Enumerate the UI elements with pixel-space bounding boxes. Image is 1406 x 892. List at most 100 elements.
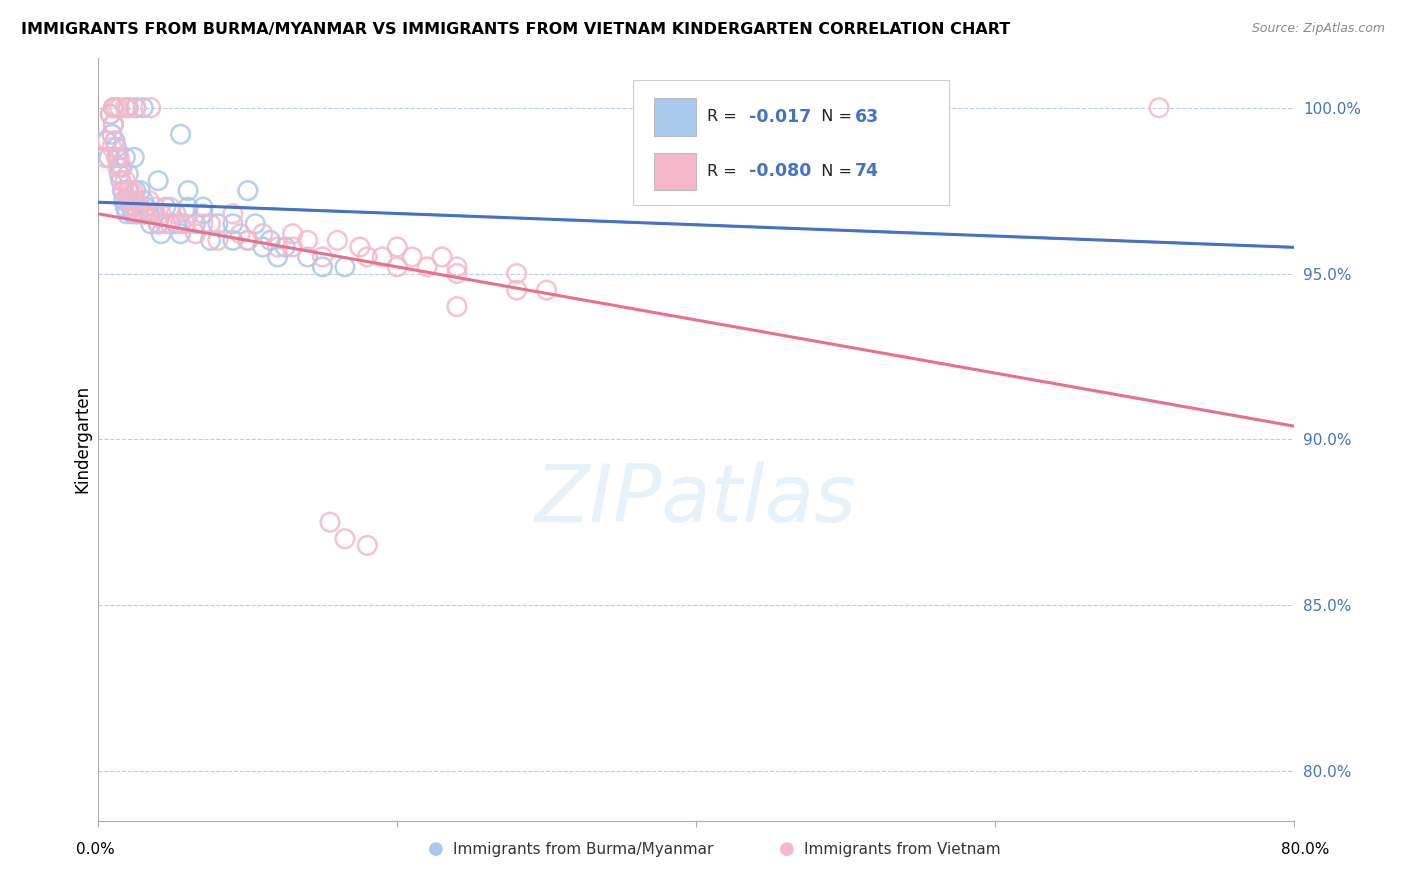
Point: [101, 127, 124, 141]
Point: [138, 194, 160, 208]
Point: [326, 233, 349, 247]
Point: [159, 217, 181, 231]
Point: [155, 200, 177, 214]
Point: [200, 217, 222, 231]
Text: N =: N =: [811, 110, 858, 124]
Point: [108, 151, 131, 165]
Point: [98, 107, 122, 121]
Point: [401, 250, 423, 264]
Point: [148, 217, 170, 231]
Text: R =: R =: [707, 164, 742, 178]
Point: [446, 300, 468, 314]
Text: Immigrants from Burma/Myanmar: Immigrants from Burma/Myanmar: [453, 842, 713, 856]
Y-axis label: Kindergarten: Kindergarten: [73, 385, 91, 493]
Point: [115, 194, 138, 208]
Point: [117, 101, 139, 115]
Point: [236, 233, 259, 247]
Point: [115, 207, 138, 221]
Point: [111, 184, 134, 198]
Point: [110, 174, 132, 188]
Text: -0.080: -0.080: [749, 162, 811, 180]
Point: [132, 207, 155, 221]
Point: [184, 217, 207, 231]
Point: [536, 283, 558, 297]
Point: [110, 161, 132, 175]
Point: [94, 134, 117, 148]
Point: [148, 174, 170, 188]
Point: [311, 260, 333, 274]
Point: [229, 227, 252, 241]
Point: [103, 117, 125, 131]
Point: [207, 233, 229, 247]
Point: [245, 217, 267, 231]
Point: [371, 250, 394, 264]
Point: [103, 101, 125, 115]
Point: [125, 101, 148, 115]
Point: [101, 140, 124, 154]
Text: IMMIGRANTS FROM BURMA/MYANMAR VS IMMIGRANTS FROM VIETNAM KINDERGARTEN CORRELATIO: IMMIGRANTS FROM BURMA/MYANMAR VS IMMIGRA…: [21, 22, 1011, 37]
Point: [207, 217, 229, 231]
Point: [125, 101, 148, 115]
Point: [114, 101, 136, 115]
Text: 80.0%: 80.0%: [1281, 842, 1329, 856]
Point: [96, 134, 118, 148]
Point: [112, 184, 135, 198]
Point: [112, 194, 135, 208]
Point: [281, 240, 304, 254]
Point: [132, 194, 155, 208]
Point: [110, 174, 132, 188]
Point: [356, 538, 378, 552]
Point: [430, 250, 453, 264]
Point: [104, 134, 127, 148]
Point: [117, 101, 139, 115]
Text: -0.017: -0.017: [749, 108, 811, 126]
Point: [117, 167, 139, 181]
Point: [124, 151, 146, 165]
Point: [111, 161, 134, 175]
Point: [124, 200, 146, 214]
Point: [120, 200, 142, 214]
Point: [169, 127, 191, 141]
Point: [148, 217, 170, 231]
Text: 0.0%: 0.0%: [76, 842, 115, 856]
Text: ZIPatlas: ZIPatlas: [534, 461, 858, 540]
Point: [143, 200, 166, 214]
Point: [259, 233, 281, 247]
Point: [104, 134, 127, 148]
Point: [165, 207, 187, 221]
Text: ●: ●: [779, 840, 796, 858]
Text: ●: ●: [427, 840, 444, 858]
Point: [114, 174, 136, 188]
Point: [177, 184, 200, 198]
Point: [236, 233, 259, 247]
Point: [118, 194, 141, 208]
Text: N =: N =: [811, 164, 858, 178]
Point: [177, 207, 200, 221]
Point: [127, 207, 149, 221]
Point: [1147, 101, 1170, 115]
Point: [222, 217, 245, 231]
Point: [446, 260, 468, 274]
Point: [297, 250, 319, 264]
Point: [127, 207, 149, 221]
Point: [132, 101, 155, 115]
Point: [174, 217, 197, 231]
Point: [125, 184, 148, 198]
Point: [120, 194, 142, 208]
Text: Immigrants from Vietnam: Immigrants from Vietnam: [804, 842, 1001, 856]
Point: [191, 200, 214, 214]
Point: [103, 117, 125, 131]
Point: [114, 151, 136, 165]
Point: [252, 240, 274, 254]
Point: [506, 283, 529, 297]
Point: [103, 101, 125, 115]
Point: [125, 194, 148, 208]
Text: R =: R =: [707, 110, 742, 124]
Point: [129, 200, 152, 214]
Point: [129, 184, 152, 198]
Point: [139, 101, 162, 115]
Point: [105, 101, 128, 115]
Point: [135, 207, 157, 221]
Point: [165, 217, 187, 231]
Text: 63: 63: [855, 108, 879, 126]
